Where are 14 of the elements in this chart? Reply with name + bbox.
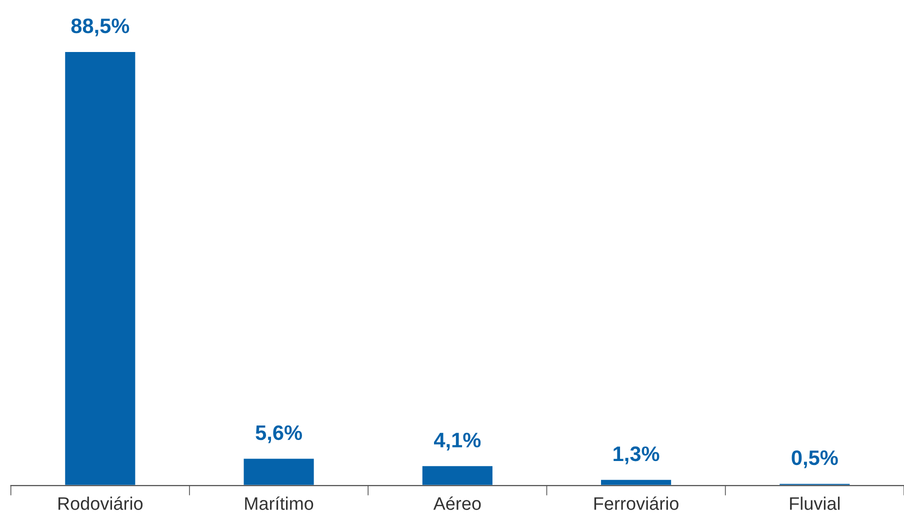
data-label: 88,5% [71,18,130,36]
x-tick-label: Aéreo [433,496,481,510]
bar [421,464,494,486]
x-tick-label: Ferroviário [594,496,678,510]
data-label: 5,6% [256,425,302,444]
bar [242,457,316,486]
x-tick-label: Marítimo [245,496,314,510]
bar [64,50,137,486]
data-label: 0,5% [792,450,838,468]
bar [600,478,672,486]
data-label: 4,1% [434,432,481,450]
data-label: 1,3% [614,446,660,464]
x-tick-label: Rodoviário [58,496,143,510]
x-tick-label: Fluvial [790,496,840,510]
